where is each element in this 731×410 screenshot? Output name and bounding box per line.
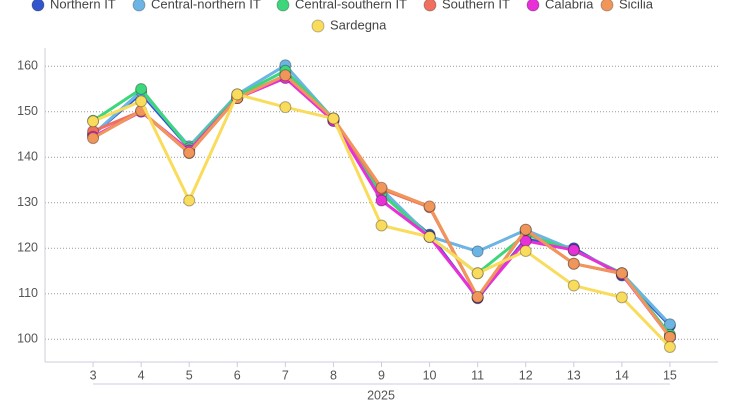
data-point (615, 267, 628, 280)
legend-label: Sardegna (330, 17, 387, 32)
y-tick-label: 150 (17, 104, 38, 118)
legend-marker (311, 19, 325, 33)
series-line (92, 76, 672, 338)
legend-marker (132, 0, 146, 12)
legend-label: Central-northern IT (151, 0, 261, 11)
x-tick-label: 12 (519, 368, 533, 382)
x-tick-label: 4 (138, 368, 145, 382)
data-point (87, 132, 100, 145)
data-point (375, 219, 388, 232)
data-point (183, 194, 196, 207)
data-point (279, 69, 292, 82)
y-tick-label: 120 (17, 241, 38, 255)
legend-label: Calabria (545, 0, 594, 11)
data-point (567, 257, 580, 270)
data-point (471, 245, 484, 258)
legend-marker (276, 0, 290, 12)
y-tick-label: 130 (17, 195, 38, 209)
data-point (231, 88, 244, 101)
data-point (567, 279, 580, 292)
y-tick-label: 110 (18, 286, 38, 300)
x-tick-label: 9 (378, 368, 385, 382)
x-tick-label: 8 (330, 368, 337, 382)
data-point (135, 82, 148, 95)
data-point (471, 290, 484, 303)
legend-marker (600, 0, 614, 12)
legend-label: Northern IT (50, 0, 116, 11)
x-tick-label: 7 (282, 368, 289, 382)
data-point (423, 200, 436, 213)
data-point (663, 340, 676, 353)
y-tick-label: 100 (17, 332, 38, 346)
data-point (519, 223, 532, 236)
legend-label: Central-southern IT (295, 0, 407, 11)
x-axis-label: 2025 (367, 388, 395, 402)
data-point (615, 291, 628, 304)
x-tick-label: 11 (471, 368, 484, 382)
data-point (567, 244, 580, 257)
legend-label: Sicilia (619, 0, 654, 11)
data-point (87, 115, 100, 128)
x-tick-label: 14 (615, 368, 629, 382)
data-point (423, 230, 436, 243)
legend-marker (526, 0, 540, 12)
data-point (327, 112, 340, 125)
data-point (279, 101, 292, 114)
data-point (663, 330, 676, 343)
data-point (471, 267, 484, 280)
x-tick-label: 15 (663, 368, 677, 382)
data-point (375, 194, 388, 207)
data-point (135, 95, 148, 108)
legend-marker (31, 0, 45, 12)
x-tick-label: 10 (423, 368, 437, 382)
data-point (375, 181, 388, 194)
series-line (92, 76, 672, 338)
y-tick-label: 160 (17, 58, 38, 72)
x-tick-label: 13 (567, 368, 581, 382)
x-tick-label: 5 (186, 368, 193, 382)
x-tick-label: 6 (234, 368, 241, 382)
data-point (519, 244, 532, 257)
y-tick-label: 140 (17, 150, 38, 164)
x-tick-label: 3 (90, 368, 97, 382)
legend-label: Southern IT (442, 0, 510, 11)
data-point (183, 146, 196, 159)
legend-marker (423, 0, 437, 12)
